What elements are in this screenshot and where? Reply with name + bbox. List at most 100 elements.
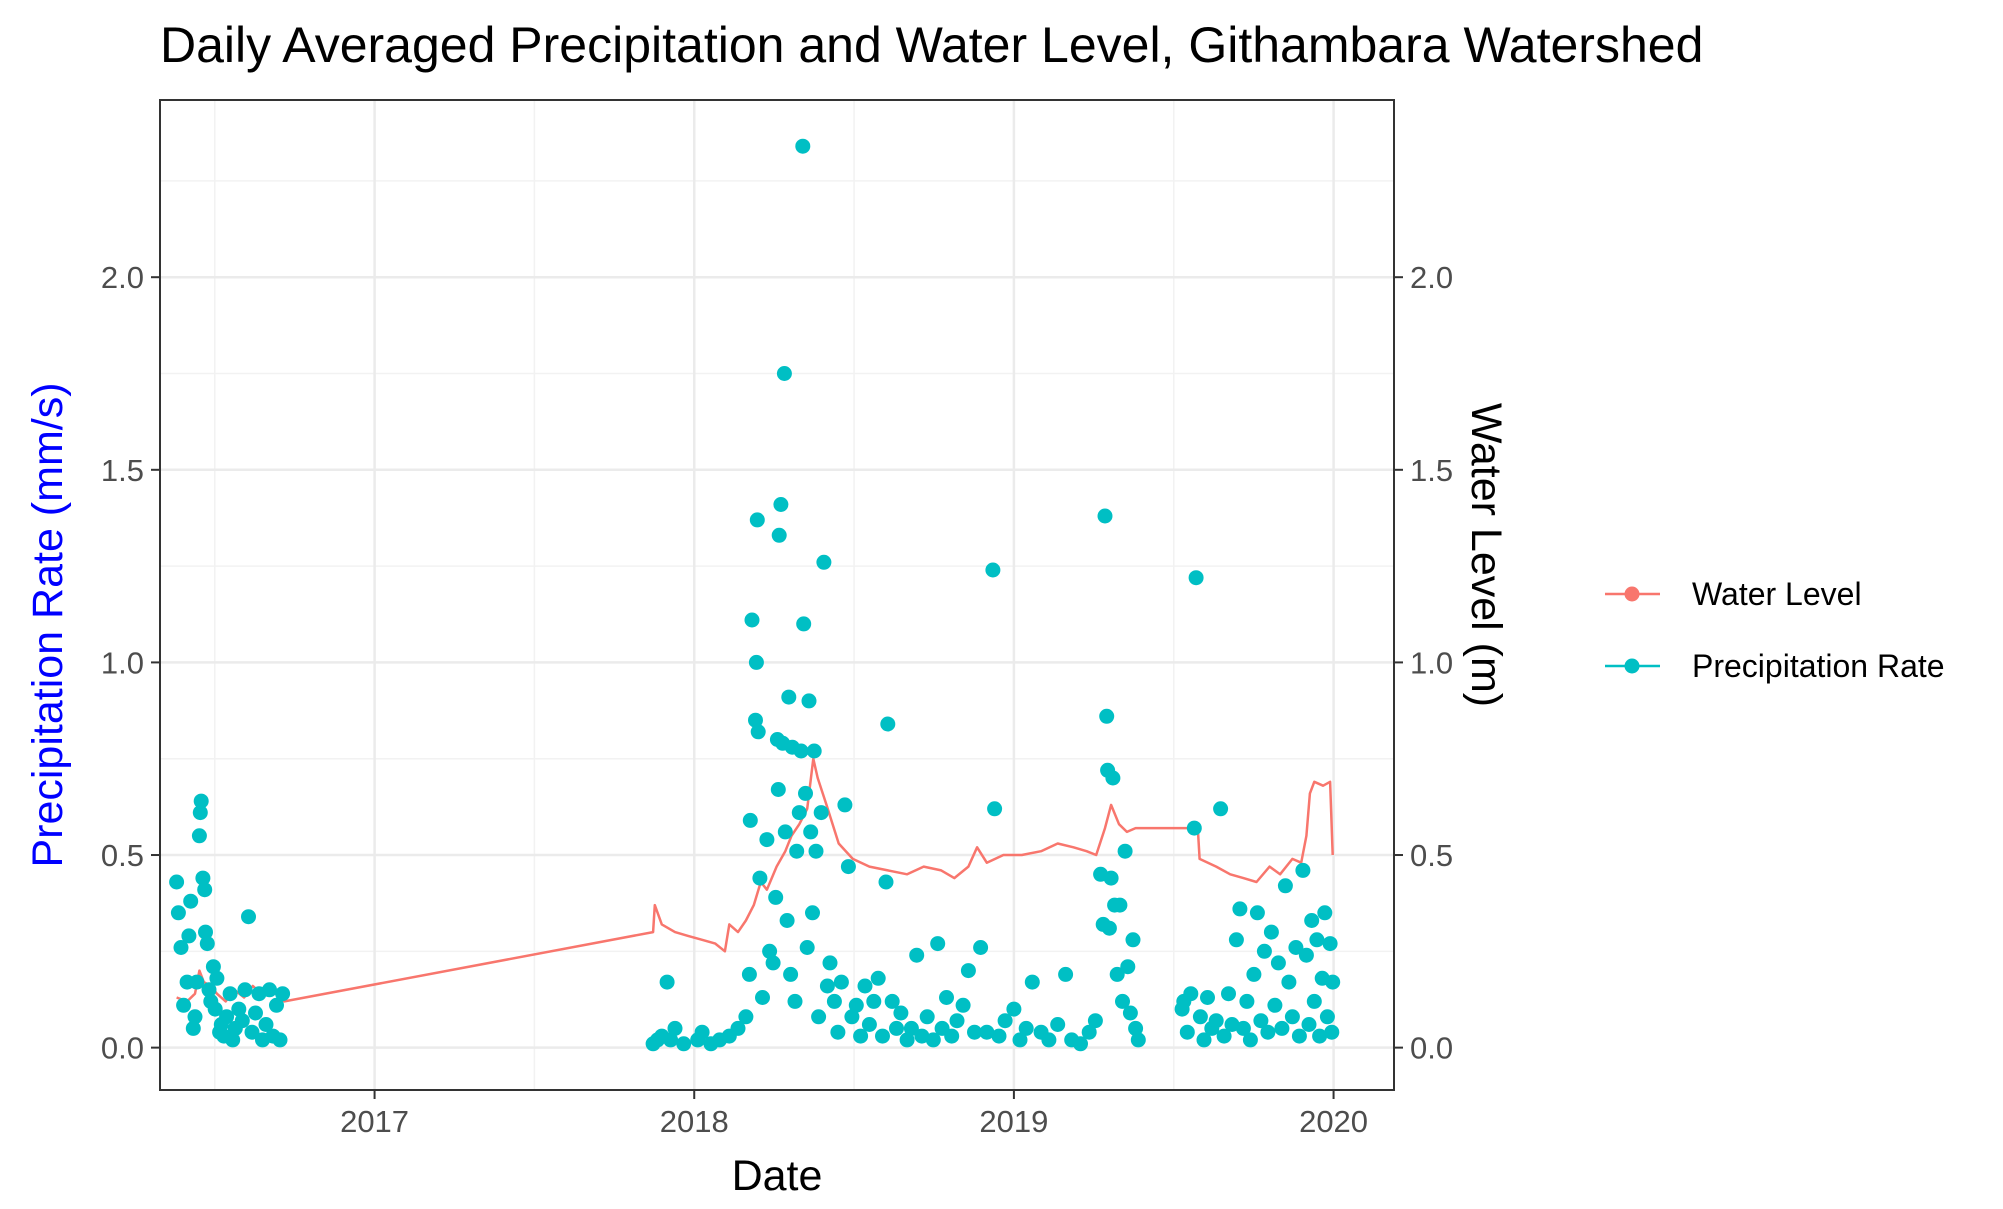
- precipitation-point: [1263, 924, 1279, 940]
- precipitation-point: [783, 966, 799, 982]
- legend-key-point: [1624, 658, 1640, 674]
- precipitation-point: [1058, 966, 1074, 982]
- precipitation-point: [185, 1020, 201, 1036]
- y-left-tick-label: 2.0: [101, 260, 144, 295]
- precipitation-point: [237, 982, 253, 998]
- y-axis-left: 0.0 0.5 1.0 1.5 2.0: [101, 260, 160, 1066]
- precipitation-point: [1200, 990, 1215, 1005]
- precipitation-point: [837, 797, 853, 813]
- precipitation-point: [183, 893, 199, 909]
- precipitation-point: [798, 785, 813, 801]
- precipitation-point: [262, 982, 277, 998]
- precipitation-point: [1109, 966, 1125, 982]
- precipitation-point: [1112, 897, 1128, 913]
- y-right-tick-label: 1.0: [1410, 645, 1453, 680]
- precipitation-point: [1105, 770, 1121, 786]
- precipitation-point: [803, 824, 819, 840]
- chart-title: Daily Averaged Precipitation and Water L…: [160, 17, 1703, 73]
- y-axis-right: 0.0 0.5 1.0 1.5 2.0: [1394, 260, 1453, 1066]
- precipitation-point: [899, 1032, 915, 1048]
- precipitation-point: [1324, 1024, 1340, 1040]
- precipitation-point: [801, 693, 817, 709]
- precipitation-point: [1253, 1013, 1269, 1029]
- precipitation-point: [1087, 1013, 1103, 1029]
- precipitation-point: [1186, 820, 1202, 836]
- precipitation-point: [840, 859, 856, 875]
- precipitation-point: [930, 936, 946, 952]
- precipitation-point: [176, 997, 192, 1013]
- precipitation-point: [822, 955, 838, 971]
- precipitation-point: [197, 882, 213, 898]
- precipitation-point: [1099, 708, 1115, 724]
- precipitation-point: [806, 743, 822, 759]
- precipitation-point: [795, 138, 811, 154]
- precipitation-point: [1295, 862, 1311, 878]
- precipitation-point: [781, 689, 797, 705]
- precipitation-point: [1097, 508, 1113, 524]
- precipitation-point: [1325, 974, 1341, 990]
- precipitation-point: [730, 1020, 746, 1036]
- precipitation-point: [799, 940, 815, 955]
- precipitation-point: [244, 1024, 260, 1040]
- precipitation-point: [1081, 1024, 1097, 1040]
- precipitation-point: [1120, 959, 1136, 975]
- precipitation-point: [1242, 1032, 1258, 1048]
- precipitation-point: [1319, 1009, 1335, 1025]
- precipitation-point: [1122, 1005, 1138, 1021]
- precipitation-point: [1216, 1028, 1232, 1044]
- y-axis-left-title-text: Precipitation Rate: [24, 516, 72, 867]
- precipitation-point: [791, 805, 807, 821]
- precipitation-point: [272, 1032, 288, 1048]
- legend-label: Water Level: [1692, 576, 1862, 612]
- precipitation-point: [857, 978, 873, 994]
- precipitation-point: [1260, 1024, 1276, 1040]
- precipitation-point: [275, 986, 291, 1002]
- x-axis: 2017 2018 2019 2020: [340, 1090, 1368, 1139]
- precipitation-point: [1125, 932, 1141, 948]
- precipitation-point: [191, 828, 207, 844]
- precipitation-point: [987, 801, 1003, 817]
- precipitation-point: [1050, 1017, 1066, 1032]
- legend-label: Precipitation Rate: [1692, 648, 1945, 684]
- precipitation-point: [744, 612, 760, 628]
- precipitation-point: [1192, 1009, 1208, 1025]
- precipitation-point: [199, 936, 215, 952]
- y-left-tick-label: 0.0: [101, 1031, 144, 1066]
- precipitation-point: [1239, 993, 1255, 1009]
- precipitation-point: [1221, 986, 1236, 1002]
- precipitation-point: [1267, 997, 1283, 1013]
- precipitation-point: [889, 1020, 904, 1036]
- precipitation-point: [1235, 1020, 1251, 1036]
- precipitation-point: [1304, 913, 1320, 928]
- precipitation-point: [997, 1013, 1013, 1029]
- precipitation-point: [1208, 1013, 1224, 1029]
- y-axis-left-title-unit: (mm/s): [24, 382, 72, 516]
- precipitation-point: [893, 1005, 909, 1021]
- precipitation-point: [209, 970, 225, 986]
- precipitation-point: [866, 993, 882, 1009]
- precipitation-point: [663, 1032, 679, 1048]
- precipitation-point: [225, 1032, 241, 1048]
- precipitation-point: [833, 974, 849, 990]
- precipitation-point: [880, 716, 896, 732]
- precipitation-point: [1284, 1009, 1300, 1025]
- precipitation-point: [1288, 940, 1304, 955]
- precipitation-point: [195, 870, 211, 886]
- precipitation-point: [1018, 1020, 1034, 1036]
- precipitation-point: [1270, 955, 1286, 971]
- precipitation-point: [1224, 1017, 1240, 1032]
- precipitation-point: [967, 1024, 982, 1040]
- x-axis-title: Date: [732, 1152, 823, 1200]
- x-tick-label: 2020: [1299, 1104, 1368, 1139]
- precipitation-point: [826, 993, 842, 1009]
- precipitation-point: [985, 562, 1001, 578]
- precipitation-point: [694, 1024, 710, 1040]
- precipitation-point: [1183, 986, 1199, 1002]
- precipitation-point: [193, 793, 209, 809]
- precipitation-point: [789, 843, 805, 859]
- precipitation-point: [909, 947, 925, 963]
- precipitation-point: [1188, 570, 1204, 586]
- precipitation-point: [1041, 1032, 1057, 1048]
